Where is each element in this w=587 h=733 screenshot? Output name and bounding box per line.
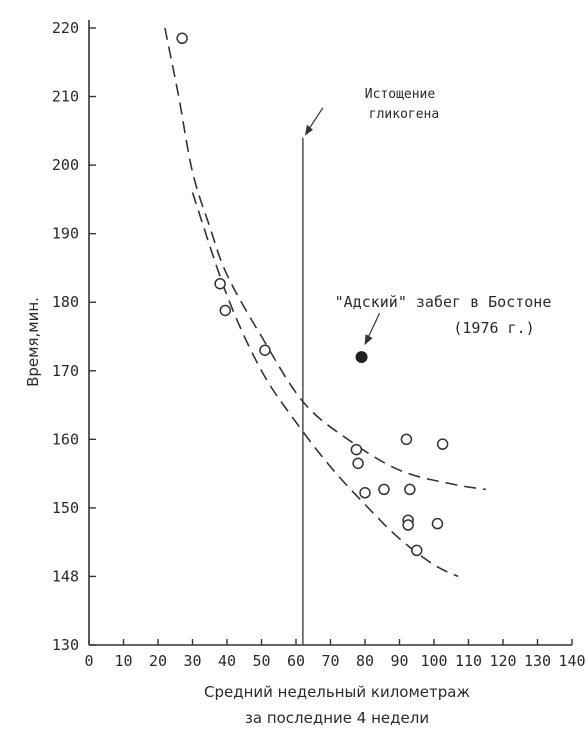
- data-point: [436, 438, 449, 450]
- data-point: [359, 487, 371, 499]
- y-tick-label: 190: [52, 225, 79, 243]
- x-tick-label: 120: [489, 652, 516, 670]
- x-tick-label: 140: [558, 652, 585, 670]
- y-axis-label: Время,мин.: [24, 297, 42, 387]
- data-point: [259, 344, 271, 356]
- x-tick-label: 40: [218, 652, 236, 670]
- y-tick-label: 148: [52, 567, 79, 585]
- data-point: [402, 519, 414, 531]
- x-ticks: 0 10 20 30 40 50 60 70 80 90 100 110 120 130 140: [84, 639, 586, 670]
- x-tick-label: 110: [455, 652, 482, 670]
- x-axis-label-line2: за последние 4 недели: [245, 709, 429, 727]
- data-point: [352, 457, 364, 470]
- data-point: [214, 277, 226, 290]
- y-ticks: 130 148 150 160 170 180 190 200 210 220: [52, 19, 96, 654]
- data-point: [219, 304, 232, 317]
- y-tick-label: 180: [52, 293, 79, 311]
- y-tick-label: 200: [52, 156, 79, 174]
- x-tick-label: 30: [183, 652, 201, 670]
- lower-trend-curve: [191, 192, 459, 578]
- data-point: [378, 483, 390, 496]
- y-tick-label: 170: [52, 362, 79, 380]
- x-axis-label-line1: Средний недельный километраж: [204, 683, 470, 701]
- glycogen-line-group: [302, 107, 324, 645]
- x-tick-label: 0: [84, 652, 93, 670]
- y-tick-label: 130: [52, 636, 79, 654]
- boston-arrow-head: [364, 334, 373, 346]
- glycogen-annotation-line2: гликогена: [369, 107, 439, 122]
- y-tick-label: 210: [52, 88, 79, 106]
- boston-annotation-line2: (1976 г.): [453, 319, 534, 337]
- boston-race-point: [355, 351, 368, 364]
- data-point: [431, 517, 444, 530]
- trend-curves: [164, 27, 486, 578]
- y-tick-label: 160: [52, 430, 79, 448]
- data-points: [176, 32, 449, 557]
- upper-trend-curve: [164, 27, 486, 491]
- y-tick-label: 220: [52, 19, 79, 37]
- data-point: [404, 483, 416, 496]
- x-tick-label: 100: [420, 652, 447, 670]
- y-tick-label: 150: [52, 499, 79, 517]
- data-point: [400, 433, 413, 446]
- glycogen-arrow-head: [304, 124, 313, 136]
- x-tick-label: 70: [321, 652, 339, 670]
- x-tick-label: 10: [114, 652, 132, 670]
- x-tick-label: 50: [252, 652, 270, 670]
- data-point: [176, 32, 188, 45]
- boston-annotation-line1: "Адский" забег в Бостоне: [335, 293, 552, 311]
- x-tick-label: 130: [524, 652, 551, 670]
- glycogen-annotation-line1: Истощение: [365, 87, 436, 102]
- x-tick-label: 90: [390, 652, 408, 670]
- data-point: [350, 443, 363, 456]
- x-tick-label: 20: [149, 652, 167, 670]
- x-tick-label: 60: [287, 652, 305, 670]
- data-point: [411, 544, 423, 557]
- x-tick-label: 80: [356, 652, 374, 670]
